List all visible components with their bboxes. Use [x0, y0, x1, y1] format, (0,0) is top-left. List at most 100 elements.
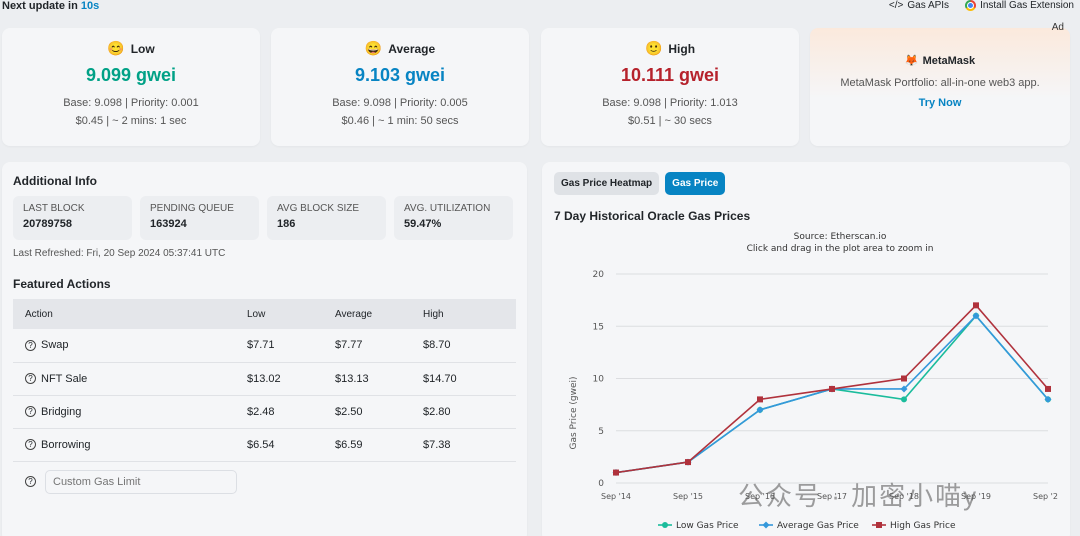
- table-header-row: Action Low Average High: [13, 299, 516, 329]
- ad-try-now-link[interactable]: Try Now: [918, 97, 962, 109]
- cell-low: $7.71: [235, 329, 323, 363]
- x-tick-label: Sep '20: [1033, 492, 1058, 501]
- gas-apis-link[interactable]: </> Gas APIs: [889, 0, 949, 11]
- tab-gas-price[interactable]: Gas Price: [665, 172, 726, 195]
- cell-average: $7.77: [323, 329, 411, 363]
- x-tick-label: Sep '19: [961, 492, 991, 501]
- data-point: [901, 396, 907, 403]
- cell-high: $14.70: [411, 362, 516, 396]
- x-tick-label: Sep '17: [817, 492, 847, 501]
- stat-avg-block-size: AVG BLOCK SIZE 186: [267, 196, 386, 240]
- gas-price-chart[interactable]: Source: Etherscan.io Click and drag in t…: [554, 223, 1063, 536]
- chrome-icon: [965, 0, 977, 11]
- cell-high: $2.80: [411, 395, 516, 429]
- ad-title: MetaMask: [922, 54, 976, 67]
- cell-low: $13.02: [235, 362, 323, 396]
- help-icon[interactable]: ?: [25, 339, 36, 351]
- legend-marker: [662, 522, 668, 528]
- action-name: NFT Sale: [41, 372, 88, 385]
- stat-value: 186: [277, 218, 296, 230]
- x-tick-label: Sep '16: [745, 492, 775, 501]
- cell-average: $6.59: [323, 428, 411, 462]
- gas-card-low-price: 9.099 gwei: [85, 65, 177, 85]
- chart-y-axis-label: Gas Price (gwei): [569, 377, 579, 450]
- legend-marker: [762, 521, 770, 529]
- gas-card-average: 😄 Average 9.103 gwei Base: 9.098 | Priori…: [271, 28, 529, 146]
- x-tick-label: Sep '15: [673, 492, 703, 501]
- x-tick-label: Sep '18: [889, 492, 919, 501]
- slight-smile-emoji-icon: 🙂: [644, 40, 663, 56]
- stat-value: 163924: [150, 218, 187, 230]
- gas-card-average-price: 9.103 gwei: [354, 65, 446, 85]
- x-tick-label: Sep '14: [601, 492, 631, 501]
- y-tick-label: 15: [593, 322, 604, 332]
- top-bar: Next update in 10s </> Gas APIs Install …: [0, 0, 1080, 14]
- help-icon[interactable]: ?: [25, 439, 36, 451]
- smile-emoji-icon: 😊: [107, 40, 125, 56]
- install-extension-label: Install Gas Extension: [980, 0, 1074, 11]
- cell-average: $2.50: [323, 395, 411, 429]
- col-average: Average: [335, 308, 373, 320]
- col-high: High: [423, 308, 444, 320]
- cell-low: $6.54: [235, 428, 323, 462]
- help-icon[interactable]: ?: [25, 406, 36, 418]
- additional-info-title: Additional Info: [13, 174, 97, 188]
- tab-gas-price-heatmap[interactable]: Gas Price Heatmap: [554, 172, 660, 195]
- custom-gas-limit-input[interactable]: [45, 469, 237, 494]
- data-point: [972, 312, 980, 320]
- data-point: [829, 385, 835, 392]
- series-line: [615, 314, 1049, 474]
- table-row: ? Swap $7.71 $7.77 $8.70: [13, 329, 516, 363]
- stat-value: 59.47%: [404, 218, 442, 230]
- featured-actions-table: Action Low Average High ? Swap $7.71 $7.7…: [13, 299, 516, 462]
- gas-card-low-base: Base: 9.098 | Priority: 0.001: [63, 97, 199, 109]
- series-line: [615, 314, 1049, 474]
- gas-card-high-label: High: [668, 41, 696, 56]
- install-extension-link[interactable]: Install Gas Extension: [965, 0, 1074, 11]
- stat-last-block: LAST BLOCK 20789758: [13, 196, 132, 240]
- data-point: [685, 459, 691, 466]
- y-tick-label: 10: [593, 375, 605, 385]
- stat-avg-utilization: AVG. UTILIZATION 59.47%: [394, 196, 513, 240]
- col-action: Action: [25, 308, 53, 320]
- gas-card-high-base: Base: 9.098 | Priority: 1.013: [602, 97, 738, 109]
- data-point: [1044, 395, 1052, 403]
- data-point: [901, 375, 907, 382]
- stat-label: AVG. UTILIZATION: [404, 203, 491, 214]
- gas-card-high: 🙂 High 10.111 gwei Base: 9.098 | Priority…: [541, 28, 799, 146]
- next-update-text: Next update in 10s: [2, 0, 99, 12]
- help-icon[interactable]: ?: [25, 476, 36, 487]
- gas-card-high-cost: $0.51 | ~ 30 secs: [628, 115, 712, 127]
- gas-card-low: 😊 Low 9.099 gwei Base: 9.098 | Priority: …: [2, 28, 260, 146]
- chart-source: Source: Etherscan.io: [794, 232, 887, 242]
- stat-label: LAST BLOCK: [23, 203, 85, 214]
- y-tick-label: 0: [598, 479, 604, 489]
- gas-card-average-cost: $0.46 | ~ 1 min: 50 secs: [341, 115, 459, 127]
- featured-actions-title: Featured Actions: [13, 277, 111, 291]
- last-refreshed: Last Refreshed: Fri, 20 Sep 2024 05:37:4…: [13, 248, 226, 259]
- cell-high: $8.70: [411, 329, 516, 363]
- metamask-fox-icon: 🦊: [904, 55, 919, 67]
- ad-description: MetaMask Portfolio: all-in-one web3 app.: [840, 77, 1040, 89]
- cell-low: $2.48: [235, 395, 323, 429]
- table-row: ? Borrowing $6.54 $6.59 $7.38: [13, 428, 516, 462]
- metamask-ad[interactable]: Ad 🦊 MetaMask MetaMask Portfolio: all-in-…: [810, 22, 1070, 146]
- cell-average: $13.13: [323, 362, 411, 396]
- stat-label: AVG BLOCK SIZE: [277, 203, 360, 214]
- data-point: [757, 396, 763, 403]
- watermark: 公众号 · 加密小喵y: [738, 481, 979, 511]
- stat-pending-queue: PENDING QUEUE 163924: [140, 196, 259, 240]
- code-icon: </>: [888, 0, 904, 11]
- y-tick-label: 5: [598, 427, 604, 437]
- chart-zoom-hint: Click and drag in the plot area to zoom …: [747, 244, 934, 254]
- gas-card-average-base: Base: 9.098 | Priority: 0.005: [332, 97, 468, 109]
- stat-label: PENDING QUEUE: [150, 203, 234, 214]
- help-icon[interactable]: ?: [25, 373, 36, 385]
- chart-panel: Gas Price Heatmap Gas Price 7 Day Histor…: [542, 162, 1070, 536]
- action-name: Borrowing: [41, 438, 91, 451]
- gas-card-low-label: Low: [130, 41, 155, 56]
- additional-info-panel: Additional Info LAST BLOCK 20789758 PEND…: [2, 162, 527, 536]
- legend-marker: [876, 522, 882, 528]
- data-point: [973, 302, 979, 309]
- gas-card-low-cost: $0.45 | ~ 2 mins: 1 sec: [75, 115, 187, 127]
